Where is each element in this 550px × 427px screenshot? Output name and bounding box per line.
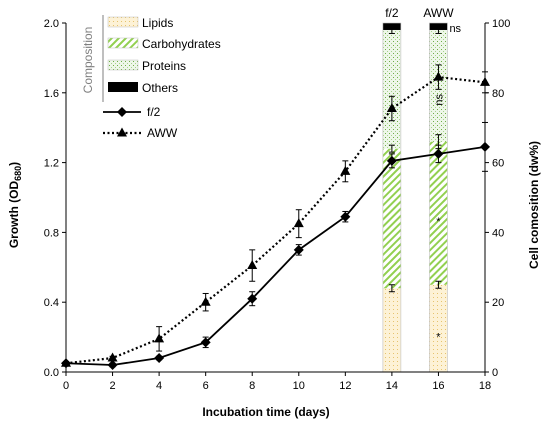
legend-label-aww: AWW — [147, 126, 178, 140]
x-axis-title: Incubation time (days) — [202, 405, 329, 419]
legend-swatch-proteins — [107, 59, 139, 71]
x-tick-label-5: 10 — [293, 380, 305, 392]
y2-tick-label-1: 20 — [492, 297, 504, 309]
x-tick-label-1: 2 — [109, 380, 115, 392]
y2-tick-label-0: 0 — [492, 367, 498, 379]
point-aww-7 — [386, 103, 397, 113]
y-tick-label-0: 0.0 — [44, 367, 59, 379]
legend-swatch-lipids — [107, 16, 139, 28]
bar-proteins-0 — [382, 29, 401, 149]
annotation-0: * — [436, 331, 441, 343]
point-aww-1 — [107, 352, 118, 362]
point-aww-3 — [200, 296, 211, 306]
x-tick-label-9: 18 — [479, 380, 491, 392]
y-axis-title-end: ) — [7, 162, 21, 166]
bar-group-label-0: f/2 — [385, 6, 399, 20]
x-tick-label-3: 6 — [203, 380, 209, 392]
x-tick-label-7: 14 — [386, 380, 398, 392]
y2-tick-label-4: 80 — [492, 88, 504, 100]
y-tick-label-5: 2.0 — [44, 18, 59, 30]
annotation-3: ns — [449, 23, 461, 35]
y-tick-label-2: 0.8 — [44, 227, 59, 239]
bar-carbohydrates-0 — [382, 148, 401, 289]
bar-carbohydrates-1 — [429, 141, 448, 285]
y2-tick-label-3: 60 — [492, 158, 504, 170]
legend-swatch-others — [108, 82, 138, 92]
axes: 0 2 4 6 8 10 12 14 16 18 0.0 0.4 0.8 1.2 1.6 2.0 0 20 40 60… — [44, 18, 511, 392]
x-tick-label-0: 0 — [63, 380, 69, 392]
legend-swatch-carbohydrates — [107, 37, 139, 49]
annotation-1: * — [436, 216, 441, 228]
x-tick-label-4: 8 — [249, 380, 255, 392]
point-f2-4 — [247, 293, 258, 304]
point-f2-2 — [154, 353, 165, 364]
point-aww-5 — [293, 218, 304, 228]
series-line-f2 — [65, 146, 486, 366]
point-aww-8 — [433, 71, 444, 81]
legend-label-others: Others — [142, 81, 178, 95]
legend-label-carbohydrates: Carbohydrates — [142, 37, 221, 51]
point-aww-2 — [154, 333, 165, 343]
legend-label-proteins: Proteins — [142, 59, 186, 73]
legend-label-f2: f/2 — [147, 105, 161, 119]
point-aww-9 — [480, 76, 490, 86]
bar-lipids-0 — [382, 288, 401, 372]
x-tick-label-6: 12 — [339, 380, 351, 392]
legend-marker-f2 — [117, 107, 127, 117]
bar-lipids-1 — [429, 284, 448, 372]
point-aww-0 — [61, 357, 71, 367]
legend: Composition Lipids Carbohydrates Proteins Ot… — [81, 15, 221, 140]
y-axis-title: Growth (OD680) — [7, 162, 23, 248]
point-f2-1 — [107, 360, 118, 371]
legend-label-lipids: Lipids — [142, 16, 173, 30]
point-f2-7 — [386, 155, 397, 166]
y-tick-label-4: 1.6 — [44, 88, 59, 100]
legend-marker-aww — [117, 127, 127, 137]
point-aww-6 — [340, 165, 351, 175]
point-f2-9 — [480, 141, 490, 152]
point-f2-6 — [340, 211, 351, 222]
y2-axis-title: Cell comosition (dw%) — [527, 141, 541, 269]
y2-tick-label-2: 40 — [492, 227, 504, 239]
point-f2-8 — [433, 148, 444, 159]
bar-group-label-1: AWW — [423, 6, 454, 20]
point-aww-4 — [247, 260, 258, 270]
x-tick-label-8: 16 — [432, 380, 444, 392]
x-tick-label-2: 4 — [156, 380, 162, 392]
point-f2-5 — [293, 244, 304, 255]
y2-tick-label-5: 100 — [492, 18, 510, 30]
y-axis-title-main: Growth (OD — [7, 181, 21, 249]
growth-lines — [61, 64, 490, 371]
y-axis-title-sub: 680 — [13, 166, 23, 181]
axis-labels: Incubation time (days) Growth (OD680) Ce… — [7, 141, 541, 419]
series-line-aww — [65, 75, 486, 365]
y-tick-label-1: 0.4 — [44, 297, 59, 309]
composition-bars: f/2 AWW * * ns ns — [382, 6, 462, 373]
point-f2-3 — [200, 337, 211, 348]
y-tick-label-3: 1.2 — [44, 158, 59, 170]
annotation-2: ns — [433, 94, 445, 106]
legend-composition-title: Composition — [81, 27, 95, 94]
